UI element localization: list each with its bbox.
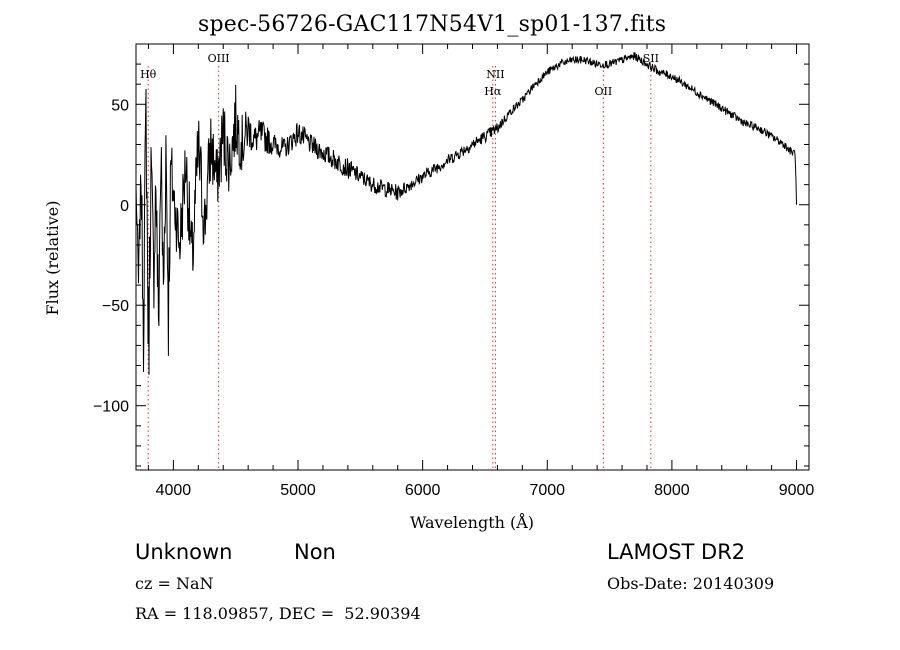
emission-line-label: NII [486, 68, 504, 81]
coords-label: RA = 118.09857, DEC = 52.90394 [135, 604, 421, 623]
y-tick-label: 50 [111, 97, 129, 114]
spectrum-line [135, 52, 797, 375]
x-axis-label: Wavelength (Å) [410, 512, 534, 532]
line-labels: Hθ OIII Hα NII OII SII [140, 52, 659, 98]
y-tick-label: −50 [102, 298, 129, 315]
emission-line-label: Hα [484, 85, 502, 98]
class-label: Unknown [135, 540, 233, 564]
subclass-label: Non [294, 540, 336, 564]
plot-frame [135, 43, 810, 471]
obs-date-label: Obs-Date: 20140309 [607, 574, 775, 593]
x-tick-label: 8000 [654, 482, 690, 499]
x-tick-label: 4000 [156, 482, 192, 499]
emission-line-label: Hθ [140, 68, 157, 81]
y-tick-label: −100 [93, 399, 129, 416]
chart-title: spec-56726-GAC117N54V1_sp01-137.fits [198, 12, 667, 37]
survey-label: LAMOST DR2 [607, 540, 746, 564]
x-tick-label: 5000 [280, 482, 316, 499]
x-tick-label: 6000 [405, 482, 441, 499]
emission-line-label: SII [643, 52, 659, 65]
x-tick-label: 9000 [779, 482, 815, 499]
y-axis-label: Flux (relative) [43, 201, 62, 316]
emission-line-label: OII [595, 85, 613, 98]
axis-ticks [136, 43, 809, 470]
cz-label: cz = NaN [135, 574, 214, 593]
emission-line-label: OIII [208, 52, 230, 65]
y-tick-label: 0 [120, 198, 129, 215]
x-tick-label: 7000 [529, 482, 565, 499]
tick-labels: 4000 5000 6000 7000 8000 9000 −100 −50 0 50 [93, 97, 814, 499]
